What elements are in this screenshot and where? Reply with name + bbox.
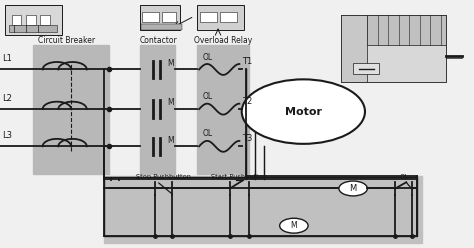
- Bar: [9, 25, 57, 32]
- Circle shape: [339, 181, 367, 196]
- Text: M: M: [167, 59, 173, 68]
- Bar: [5, 5, 62, 35]
- Bar: [40, 15, 50, 25]
- Text: L3: L3: [2, 131, 12, 140]
- Bar: [104, 177, 417, 236]
- Text: T1: T1: [242, 58, 252, 66]
- Text: M: M: [291, 221, 297, 230]
- Text: L1: L1: [2, 54, 12, 63]
- Text: Overload Relay: Overload Relay: [194, 36, 252, 45]
- Bar: [162, 12, 176, 22]
- Bar: [341, 15, 446, 82]
- Bar: [353, 63, 379, 74]
- Bar: [12, 15, 21, 25]
- Text: Contactor: Contactor: [140, 36, 178, 45]
- Bar: [341, 15, 367, 82]
- Bar: [104, 176, 422, 243]
- Text: Circuit Breaker: Circuit Breaker: [38, 36, 95, 45]
- Bar: [140, 5, 180, 30]
- Text: T2: T2: [242, 97, 252, 106]
- Bar: [200, 12, 217, 22]
- Bar: [341, 15, 446, 45]
- Text: OL: OL: [203, 92, 213, 101]
- Text: L2: L2: [2, 94, 12, 103]
- Text: OL: OL: [203, 53, 213, 62]
- Text: OL: OL: [399, 174, 409, 180]
- Text: M: M: [167, 98, 173, 107]
- Text: Stop Pushbutton: Stop Pushbutton: [136, 174, 191, 180]
- Circle shape: [242, 79, 365, 144]
- Text: M: M: [167, 136, 173, 145]
- Circle shape: [280, 218, 308, 233]
- Bar: [197, 45, 249, 174]
- Bar: [141, 24, 182, 30]
- Bar: [140, 45, 175, 174]
- Bar: [142, 12, 159, 22]
- Text: Start Pushbutton: Start Pushbutton: [211, 174, 267, 180]
- Bar: [197, 5, 244, 30]
- Bar: [33, 45, 109, 174]
- Text: T3: T3: [242, 134, 252, 143]
- Text: M: M: [349, 184, 357, 193]
- Text: OL: OL: [203, 129, 213, 138]
- Bar: [26, 15, 36, 25]
- Bar: [220, 12, 237, 22]
- Text: Motor: Motor: [285, 107, 322, 117]
